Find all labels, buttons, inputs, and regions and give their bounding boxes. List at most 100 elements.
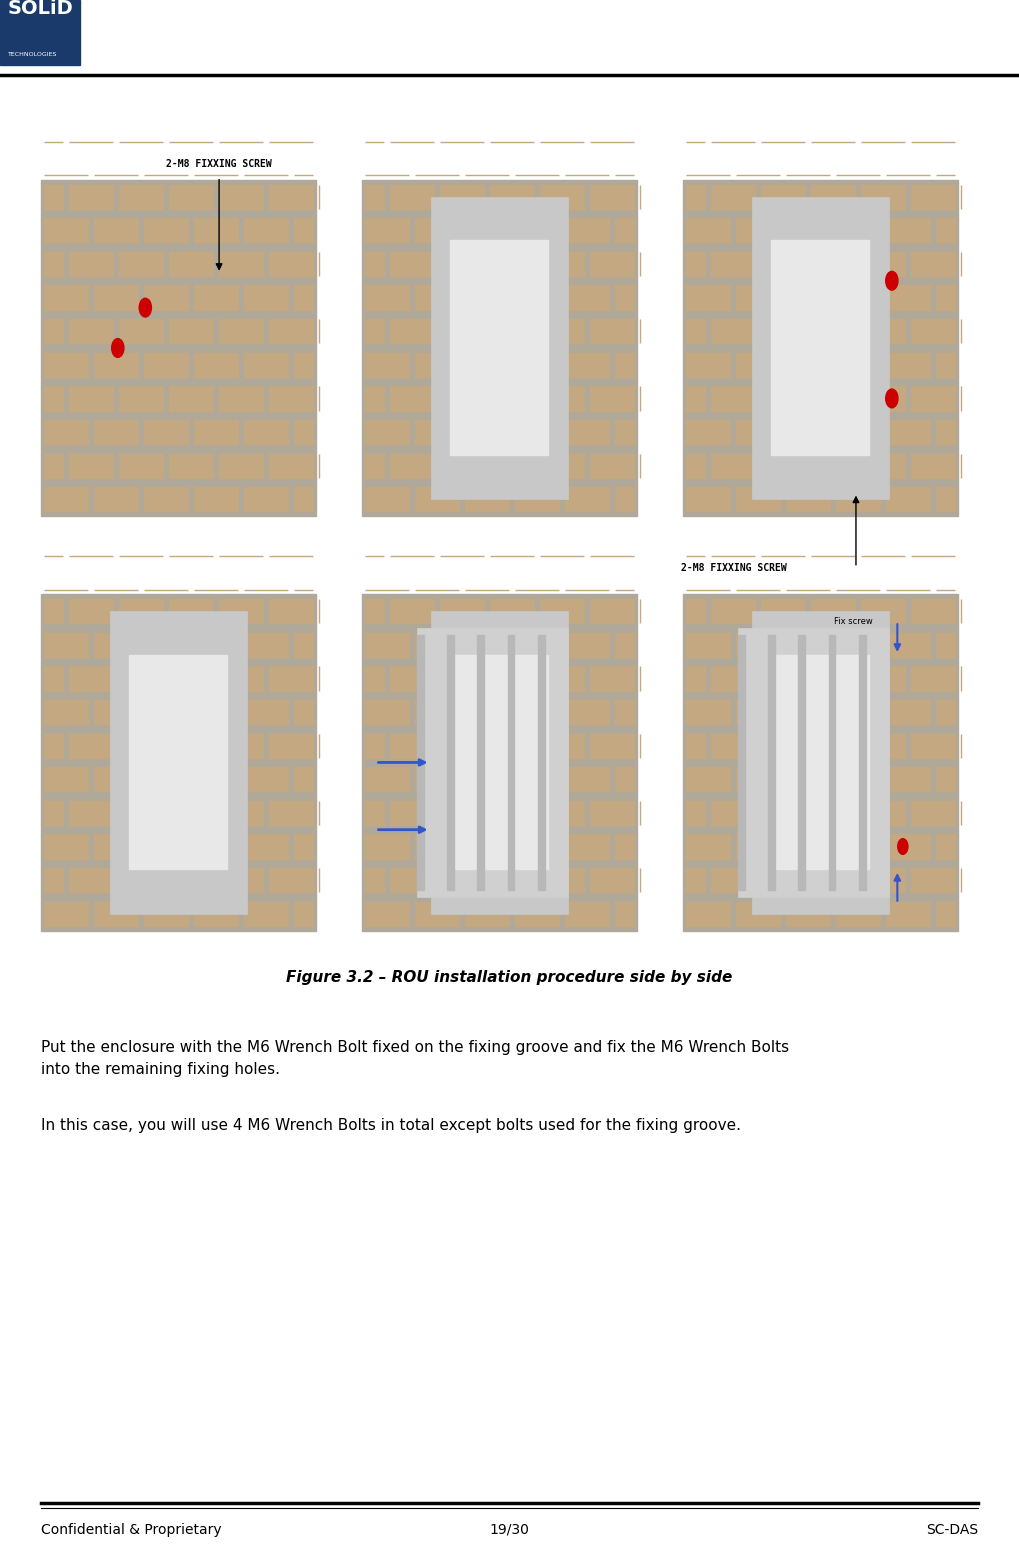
- Bar: [711, 666, 755, 690]
- Bar: [144, 768, 187, 791]
- Bar: [144, 834, 187, 859]
- Bar: [507, 635, 515, 890]
- Bar: [365, 699, 409, 724]
- Bar: [935, 486, 955, 511]
- Bar: [861, 185, 905, 208]
- Bar: [69, 454, 113, 477]
- Bar: [686, 834, 730, 859]
- Bar: [415, 901, 459, 926]
- Bar: [269, 185, 313, 208]
- Bar: [365, 252, 384, 275]
- Bar: [565, 901, 608, 926]
- Bar: [736, 768, 780, 791]
- Bar: [736, 901, 780, 926]
- Bar: [440, 734, 484, 757]
- Bar: [440, 454, 484, 477]
- Bar: [415, 699, 459, 724]
- Bar: [244, 352, 287, 377]
- Bar: [811, 599, 855, 622]
- Bar: [686, 285, 730, 310]
- Bar: [836, 352, 879, 377]
- Bar: [194, 217, 237, 242]
- Bar: [540, 185, 584, 208]
- Bar: [736, 285, 780, 310]
- Bar: [911, 454, 955, 477]
- Bar: [244, 834, 287, 859]
- Bar: [415, 352, 459, 377]
- Bar: [590, 386, 634, 410]
- Bar: [440, 252, 484, 275]
- Bar: [169, 319, 213, 343]
- Bar: [686, 352, 730, 377]
- Text: 2-M8 FIXXING SCREW: 2-M8 FIXXING SCREW: [166, 160, 272, 169]
- Bar: [886, 285, 929, 310]
- Bar: [219, 801, 263, 826]
- Bar: [94, 768, 138, 791]
- Bar: [770, 241, 870, 455]
- Bar: [811, 319, 855, 343]
- Bar: [219, 319, 263, 343]
- Bar: [590, 801, 634, 826]
- Bar: [44, 454, 63, 477]
- Bar: [686, 901, 730, 926]
- Bar: [269, 801, 313, 826]
- Bar: [44, 252, 63, 275]
- Bar: [686, 699, 730, 724]
- Bar: [365, 319, 384, 343]
- Bar: [44, 699, 88, 724]
- Bar: [390, 734, 434, 757]
- Text: 2-M8 FIXXING SCREW: 2-M8 FIXXING SCREW: [681, 563, 787, 572]
- Bar: [44, 185, 63, 208]
- Bar: [768, 635, 774, 890]
- Bar: [69, 868, 113, 891]
- Bar: [565, 768, 608, 791]
- Bar: [614, 633, 634, 657]
- Bar: [41, 594, 316, 931]
- Bar: [293, 834, 313, 859]
- Bar: [590, 599, 634, 622]
- Bar: [194, 486, 237, 511]
- Bar: [836, 699, 879, 724]
- Bar: [836, 486, 879, 511]
- Bar: [169, 801, 213, 826]
- Bar: [449, 241, 549, 455]
- Bar: [465, 633, 508, 657]
- Bar: [365, 454, 384, 477]
- Bar: [415, 768, 459, 791]
- Circle shape: [886, 389, 898, 408]
- Bar: [490, 386, 534, 410]
- Bar: [686, 454, 705, 477]
- Bar: [94, 633, 138, 657]
- Text: Fix screw: Fix screw: [834, 616, 873, 626]
- Text: SOLiD: SOLiD: [8, 0, 73, 19]
- Bar: [738, 627, 889, 896]
- Bar: [69, 185, 113, 208]
- Bar: [144, 352, 187, 377]
- Bar: [490, 252, 534, 275]
- Bar: [565, 217, 608, 242]
- Bar: [415, 486, 459, 511]
- Bar: [365, 901, 409, 926]
- Bar: [786, 486, 829, 511]
- Bar: [390, 454, 434, 477]
- Bar: [935, 633, 955, 657]
- Bar: [390, 319, 434, 343]
- Bar: [686, 868, 705, 891]
- Bar: [614, 419, 634, 444]
- Bar: [169, 666, 213, 690]
- Bar: [861, 734, 905, 757]
- Bar: [736, 217, 780, 242]
- Bar: [144, 419, 187, 444]
- Bar: [415, 633, 459, 657]
- Bar: [69, 319, 113, 343]
- Bar: [194, 285, 237, 310]
- Bar: [861, 599, 905, 622]
- Bar: [430, 197, 568, 499]
- Bar: [711, 252, 755, 275]
- Bar: [490, 454, 534, 477]
- Bar: [293, 217, 313, 242]
- Bar: [144, 699, 187, 724]
- Bar: [736, 834, 780, 859]
- Bar: [736, 633, 780, 657]
- Bar: [119, 734, 163, 757]
